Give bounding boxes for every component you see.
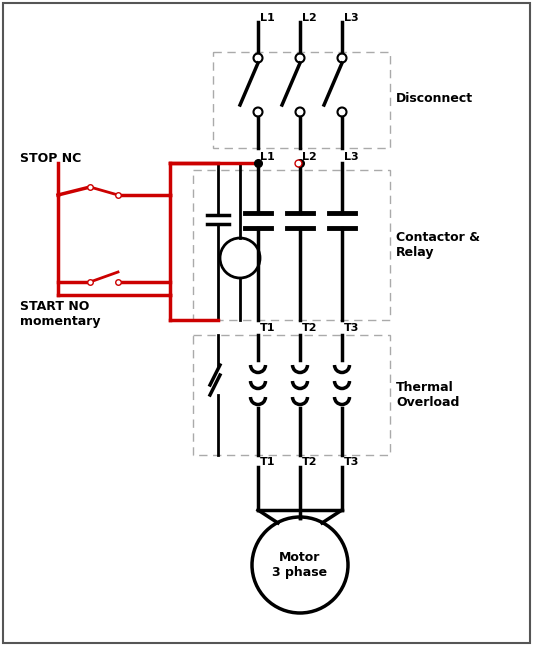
Text: L2: L2 xyxy=(302,152,317,162)
Text: STOP NC: STOP NC xyxy=(20,152,81,165)
Text: T1: T1 xyxy=(260,323,276,333)
Bar xyxy=(193,335,390,455)
Text: T1: T1 xyxy=(260,457,276,467)
Text: L1: L1 xyxy=(260,152,274,162)
Bar xyxy=(213,52,390,148)
Text: T2: T2 xyxy=(302,323,318,333)
Text: Thermal
Overload: Thermal Overload xyxy=(396,381,459,409)
Text: L3: L3 xyxy=(344,152,359,162)
Text: L1: L1 xyxy=(260,13,274,23)
Text: T2: T2 xyxy=(302,457,318,467)
Text: L2: L2 xyxy=(302,13,317,23)
Bar xyxy=(193,170,390,320)
Text: T3: T3 xyxy=(344,457,359,467)
Text: START NO
momentary: START NO momentary xyxy=(20,300,101,328)
Text: Motor
3 phase: Motor 3 phase xyxy=(272,551,328,579)
Text: T3: T3 xyxy=(344,323,359,333)
Text: Disconnect: Disconnect xyxy=(396,92,473,105)
Text: Contactor &
Relay: Contactor & Relay xyxy=(396,231,480,259)
Text: L3: L3 xyxy=(344,13,359,23)
